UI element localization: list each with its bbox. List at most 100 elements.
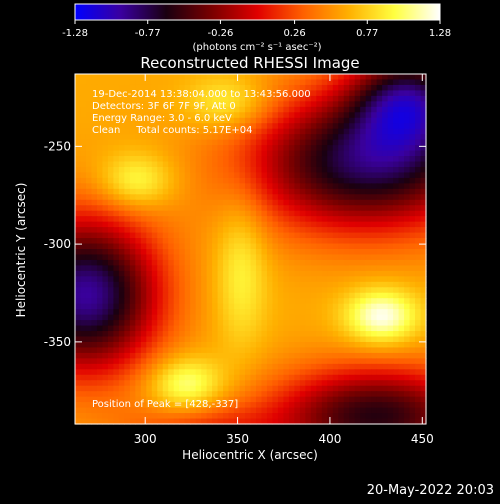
heatmap-cell xyxy=(96,227,104,234)
heatmap-cell xyxy=(255,314,263,321)
heatmap-cell xyxy=(135,134,142,141)
heatmap-cell xyxy=(398,117,405,124)
heatmap-cell xyxy=(255,374,263,381)
heatmap-cell xyxy=(277,183,285,190)
heatmap-cell xyxy=(223,199,230,206)
heatmap-cell xyxy=(124,374,131,381)
heatmap-cell xyxy=(179,177,186,184)
heatmap-cell xyxy=(360,270,367,277)
heatmap-cell xyxy=(223,216,230,223)
heatmap-cell xyxy=(75,407,82,414)
heatmap-cell xyxy=(239,156,246,163)
heatmap-cell xyxy=(415,374,422,381)
heatmap-cell xyxy=(146,188,153,195)
heatmap-cell xyxy=(212,265,219,272)
heatmap-cell xyxy=(173,374,180,381)
heatmap-cell xyxy=(393,396,400,403)
heatmap-cell xyxy=(283,177,290,184)
heatmap-cell xyxy=(398,407,405,414)
heatmap-cell xyxy=(75,287,82,294)
heatmap-cell xyxy=(195,254,202,261)
heatmap-cell xyxy=(420,298,427,305)
heatmap-cell xyxy=(349,194,356,201)
heatmap-cell xyxy=(305,380,312,387)
heatmap-cell xyxy=(239,128,246,135)
heatmap-cell xyxy=(91,128,98,135)
heatmap-cell xyxy=(365,363,372,370)
heatmap-cell xyxy=(157,325,164,332)
heatmap-cell xyxy=(228,188,235,195)
heatmap-cell xyxy=(212,259,219,267)
heatmap-cell xyxy=(168,314,175,321)
heatmap-cell xyxy=(75,336,82,343)
heatmap-cell xyxy=(223,380,230,387)
heatmap-cell xyxy=(85,265,93,272)
heatmap-cell xyxy=(387,205,394,212)
heatmap-cell xyxy=(146,276,153,283)
heatmap-cell xyxy=(261,210,268,217)
heatmap-cell xyxy=(332,418,339,425)
heatmap-cell xyxy=(354,418,361,425)
heatmap-cell xyxy=(354,205,361,212)
heatmap-cell xyxy=(415,358,422,365)
heatmap-cell xyxy=(415,363,422,370)
heatmap-cell xyxy=(305,309,312,316)
heatmap-cell xyxy=(415,276,422,283)
heatmap-cell xyxy=(113,117,120,124)
heatmap-cell xyxy=(173,106,180,113)
heatmap-cell xyxy=(332,407,339,414)
heatmap-cell xyxy=(102,101,109,108)
heatmap-cell xyxy=(316,254,323,261)
heatmap-cell xyxy=(371,363,378,370)
heatmap-cell xyxy=(409,74,416,81)
heatmap-cell xyxy=(157,331,164,338)
heatmap-cell xyxy=(179,112,186,119)
heatmap-cell xyxy=(201,106,208,113)
colorbar: -1.28 -0.77 -0.26 0.26 0.77 1.28 (photons cm⁻… xyxy=(62,3,451,53)
heatmap-cell xyxy=(283,254,290,261)
heatmap-cell xyxy=(354,396,361,403)
heatmap-cell xyxy=(234,320,241,327)
heatmap-cell xyxy=(371,79,378,86)
heatmap-cell xyxy=(118,413,125,420)
heatmap-cell xyxy=(299,177,306,184)
heatmap-cell xyxy=(212,249,219,256)
heatmap-cell xyxy=(102,156,109,163)
heatmap-cell xyxy=(332,210,339,217)
heatmap-cell xyxy=(382,298,389,305)
heatmap-cell xyxy=(332,413,339,420)
heatmap-cell xyxy=(360,227,367,234)
heatmap-cell xyxy=(420,292,427,299)
heatmap-cell xyxy=(371,74,378,81)
heatmap-cell xyxy=(310,216,317,223)
heatmap-cell xyxy=(277,259,285,267)
heatmap-cell xyxy=(234,358,241,365)
heatmap-cell xyxy=(146,216,153,223)
heatmap-cell xyxy=(261,106,268,113)
heatmap-cell xyxy=(245,183,252,190)
heatmap-cell xyxy=(212,341,219,349)
heatmap-cell xyxy=(91,232,98,239)
heatmap-cell xyxy=(239,402,246,409)
heatmap-cell xyxy=(338,254,345,261)
heatmap-cell xyxy=(173,232,180,239)
heatmap-cell xyxy=(157,183,164,190)
heatmap-cell xyxy=(299,238,306,245)
heatmap-cell xyxy=(338,380,345,387)
heatmap-cell xyxy=(102,249,109,256)
heatmap-cell xyxy=(80,314,87,321)
heatmap-cell xyxy=(75,347,82,354)
heatmap-cell xyxy=(168,396,175,403)
heatmap-cell xyxy=(96,276,104,283)
heatmap-cell xyxy=(201,309,208,316)
heatmap-cell xyxy=(327,249,334,256)
heatmap-cell xyxy=(343,134,350,141)
heatmap-cell xyxy=(190,74,197,81)
heatmap-cell xyxy=(288,314,295,321)
heatmap-cell xyxy=(162,303,169,310)
heatmap-cell xyxy=(217,254,224,261)
heatmap-cell xyxy=(387,199,394,206)
heatmap-cell xyxy=(382,303,389,310)
heatmap-cell xyxy=(404,84,411,92)
heatmap-cell xyxy=(223,117,230,124)
